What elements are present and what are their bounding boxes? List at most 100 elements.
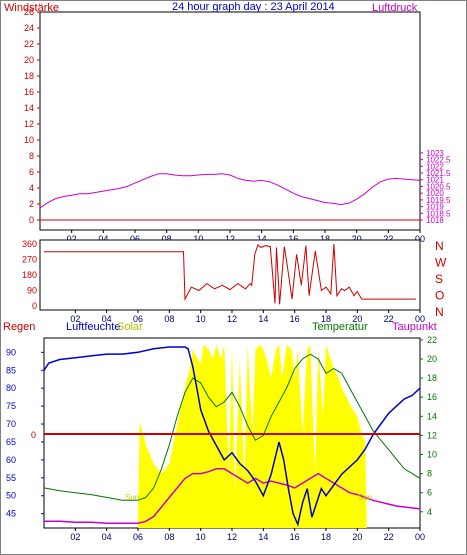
y-right-tick-label: 1021.5	[426, 169, 451, 178]
chart2-left-ticks: 0 90 180 270 360	[22, 239, 37, 311]
y-right-tick-label: 1023	[426, 149, 444, 158]
y-left-tick-label: 4	[29, 183, 34, 193]
y-right-tick-label: 1018	[426, 216, 444, 225]
x-tick-label: 20	[352, 234, 362, 244]
luftfeuchte-label: Luftfeuchte	[66, 321, 120, 333]
y-right-tick-label: 12	[427, 430, 437, 440]
x-tick-label: 22	[384, 532, 394, 542]
x-tick-label: 12	[225, 234, 235, 244]
y-left-tick-label: 0	[29, 215, 34, 225]
y-left-tick-label: 10	[24, 135, 34, 145]
compass-label: S	[435, 272, 443, 286]
temperatur-label: Temperatur	[312, 321, 368, 333]
right-axis-label: Luftdruck	[372, 2, 418, 14]
chart1-right-ticks: 10181018.510191019.510201020.510211021.5…	[420, 149, 451, 225]
chart1-x-ticks: 02 04 06 08 10 12 14 16 18 20 22 00	[67, 230, 425, 244]
x-tick-label: 16	[288, 234, 298, 244]
y-right-tick-label: 16	[427, 392, 437, 402]
x-tick-label: 04	[102, 314, 112, 324]
solar-label: Solar	[117, 321, 143, 333]
x-tick-label: 00	[415, 314, 425, 324]
y-right-tick-label: 1021	[426, 176, 444, 185]
y-right-tick-label: 10	[427, 449, 437, 459]
x-tick-label: 20	[352, 314, 362, 324]
y-right-tick-label: 18	[427, 373, 437, 383]
y-right-tick-label: 22	[427, 335, 437, 345]
y-left-tick-label: 24	[24, 23, 34, 33]
y-left-tick-label: 45	[6, 509, 16, 519]
chart1-series	[39, 173, 421, 221]
y-left-tick-label: 6	[29, 167, 34, 177]
y-left-tick-label: 90	[27, 286, 37, 296]
y-right-tick-label: 1022.5	[426, 156, 451, 165]
compass-label: W	[435, 256, 447, 270]
regen-label: Regen	[3, 321, 35, 333]
compass-label: O	[435, 289, 444, 303]
taupunkt-label: Taupunkt	[392, 321, 437, 333]
y-left-tick-label: 2	[29, 199, 34, 209]
y-right-tick-label: 1018.5	[426, 209, 451, 218]
y-right-tick-label: 8	[427, 469, 432, 479]
x-tick-label: 18	[321, 314, 331, 324]
chart2-x-ticks: 02 04 06 08 10 12 14 16 18 20 22 00	[70, 310, 425, 324]
chart-title: 24 hour graph day : 23 April 2014	[172, 1, 335, 13]
x-tick-label: 14	[258, 532, 268, 542]
left-axis-label: Windstärke	[4, 2, 59, 14]
sun-caption-right: Sun	[358, 493, 372, 502]
regen-value: 0	[31, 430, 36, 440]
x-tick-label: 10	[193, 234, 203, 244]
x-tick-label: 04	[102, 532, 112, 542]
y-right-tick-label: 14	[427, 411, 437, 421]
y-left-tick-label: 50	[6, 491, 16, 501]
humidity-temperature-chart: Regen Luftfeuchte Solar Temperatur Taupu…	[3, 321, 437, 542]
chart3-right-ticks: 4 6 8 10 12 14 16 18 20 22	[420, 335, 437, 517]
chart3-left-ticks: 45 50 55 60 65 70 75 80 85 90	[6, 347, 44, 519]
y-left-tick-label: 16	[24, 87, 34, 97]
series-taupunkt	[44, 468, 421, 524]
y-right-tick-label: 1019.5	[426, 196, 451, 205]
x-tick-label: 20	[352, 532, 362, 542]
y-left-tick-label: 90	[6, 347, 16, 357]
x-tick-label: 22	[384, 314, 394, 324]
x-tick-label: 14	[258, 314, 268, 324]
x-tick-label: 12	[227, 314, 237, 324]
y-right-tick-label: 1020	[426, 189, 444, 198]
series-solar	[44, 344, 420, 528]
y-left-tick-label: 12	[24, 119, 34, 129]
series-windrichtung	[44, 243, 416, 305]
y-left-tick-label: 85	[6, 365, 16, 375]
y-left-tick-label: 8	[29, 151, 34, 161]
chart1-plot-frame	[39, 11, 421, 231]
y-right-tick-label: 1019	[426, 203, 444, 212]
x-tick-label: 08	[164, 532, 174, 542]
y-right-tick-label: 1020.5	[426, 182, 451, 191]
series-temperatur	[43, 353, 421, 501]
y-left-tick-label: 26	[24, 7, 34, 17]
series-luftdruck	[39, 173, 421, 209]
y-left-tick-label: 75	[6, 401, 16, 411]
y-left-tick-label: 18	[24, 71, 34, 81]
y-left-tick-label: 20	[24, 55, 34, 65]
y-left-tick-label: 60	[6, 455, 16, 465]
y-left-tick-label: 0	[32, 301, 37, 311]
y-left-tick-label: 70	[6, 419, 16, 429]
x-tick-label: 02	[67, 234, 77, 244]
y-left-tick-label: 22	[24, 39, 34, 49]
y-right-tick-label: 6	[427, 488, 432, 498]
x-tick-label: 10	[196, 532, 206, 542]
y-left-tick-label: 55	[6, 473, 16, 483]
x-tick-label: 02	[70, 314, 80, 324]
pressure-wind-chart: Windstärke 24 hour graph day : 23 April …	[4, 1, 451, 244]
x-tick-label: 12	[227, 532, 237, 542]
y-left-tick-label: 80	[6, 383, 16, 393]
chart2-series	[44, 243, 416, 305]
y-right-tick-label: 4	[427, 507, 432, 517]
y-right-tick-label: 20	[427, 354, 437, 364]
x-tick-label: 18	[321, 532, 331, 542]
y-left-tick-label: 360	[22, 239, 37, 249]
series-luftfeuchte	[43, 346, 421, 527]
y-left-tick-label: 14	[24, 103, 34, 113]
